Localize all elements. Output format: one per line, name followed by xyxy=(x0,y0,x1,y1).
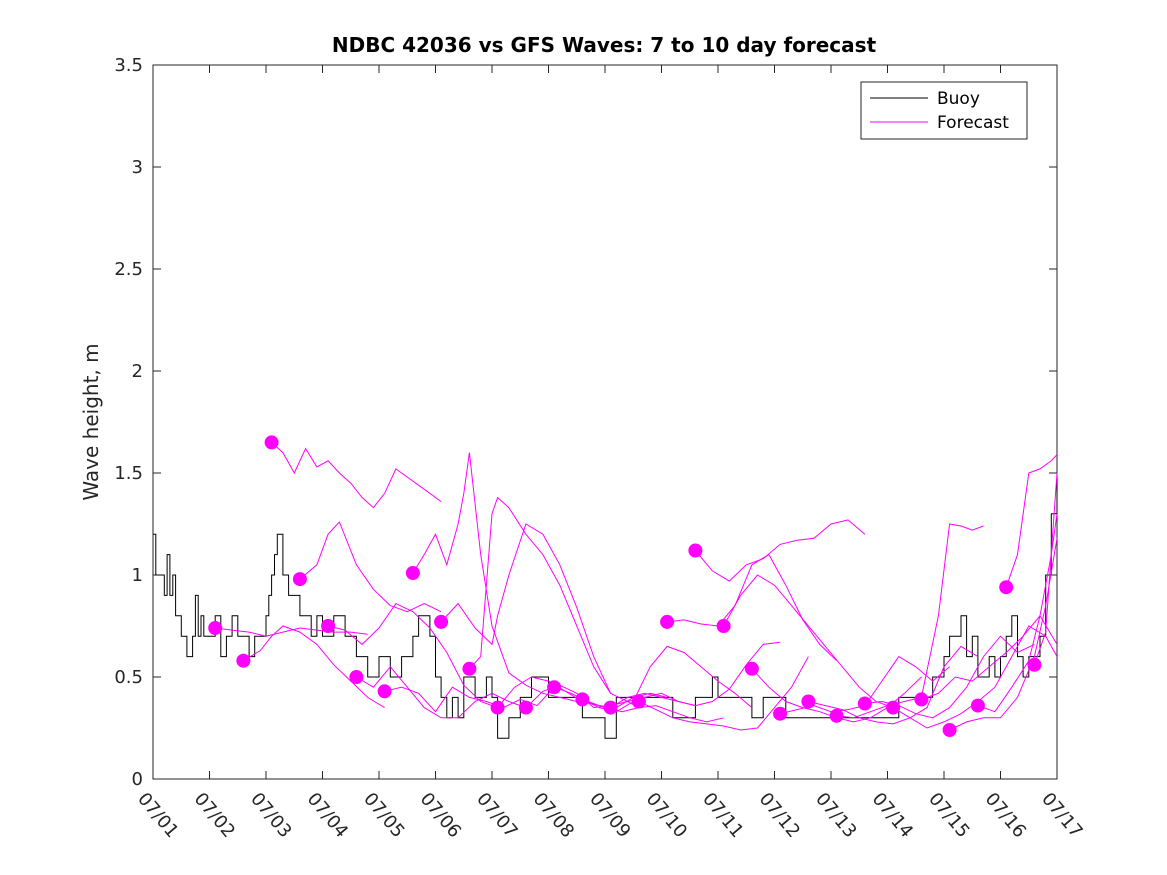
forecast-start-point-22 xyxy=(801,694,816,709)
forecast-line-30 xyxy=(1033,472,1058,665)
forecast-line-27 xyxy=(949,538,1058,731)
chart-title: NDBC 42036 vs GFS Waves: 7 to 10 day for… xyxy=(332,33,877,57)
forecast-start-point-17 xyxy=(660,614,675,629)
forecast-start-point-8 xyxy=(405,566,420,580)
forecast-start-point-12 xyxy=(518,700,533,715)
forecast-start-point-14 xyxy=(575,692,590,707)
forecast-start-point-21 xyxy=(773,706,788,721)
legend-buoy-label: Buoy xyxy=(937,89,980,109)
forecast-line-29 xyxy=(1005,454,1058,588)
forecast-start-point-10 xyxy=(462,661,477,676)
y-tick-label: 0.5 xyxy=(114,667,143,688)
y-tick-label: 2 xyxy=(132,361,143,382)
forecast-start-point-16 xyxy=(631,694,646,709)
forecast-start-point-28 xyxy=(970,698,985,713)
forecast-start-point-24 xyxy=(857,696,872,711)
buoy-line xyxy=(153,473,1058,739)
forecast-start-point-11 xyxy=(490,700,505,715)
forecast-start-point-25 xyxy=(886,700,901,715)
forecast-series xyxy=(208,435,1058,737)
legend-box xyxy=(860,81,1028,140)
forecast-start-point-1 xyxy=(208,621,223,635)
forecast-start-point-5 xyxy=(321,619,336,633)
forecast-start-point-29 xyxy=(999,580,1014,595)
legend: Buoy Forecast xyxy=(860,81,1028,140)
forecast-line-5 xyxy=(327,602,498,709)
forecast-line-19 xyxy=(723,574,894,709)
plot-area xyxy=(152,64,1058,780)
forecast-start-point-19 xyxy=(716,619,731,633)
forecast-start-point-7 xyxy=(377,684,392,699)
forecast-start-point-4 xyxy=(292,572,307,587)
y-tick-label: 0 xyxy=(132,769,143,790)
forecast-start-point-9 xyxy=(434,614,449,629)
forecast-start-point-30 xyxy=(1027,657,1042,672)
buoy-series xyxy=(153,473,1058,739)
y-tick-label: 3 xyxy=(132,157,143,178)
forecast-line-3 xyxy=(271,442,442,509)
y-axis: 0 0.5 1 1.5 2 2.5 3 3.5 xyxy=(114,55,1057,790)
forecast-start-point-3 xyxy=(264,435,279,450)
forecast-start-point-13 xyxy=(547,680,562,695)
legend-forecast-label: Forecast xyxy=(937,113,1009,133)
forecast-line-26 xyxy=(921,614,1058,700)
forecast-start-point-18 xyxy=(688,543,703,558)
forecast-start-point-26 xyxy=(914,692,929,707)
forecast-start-point-15 xyxy=(603,700,618,715)
y-tick-label: 3.5 xyxy=(114,55,143,76)
forecast-line-9 xyxy=(440,523,612,694)
forecast-start-point-27 xyxy=(942,723,957,737)
forecast-line-1 xyxy=(215,627,368,637)
forecast-line-18 xyxy=(695,519,866,582)
y-tick-label: 2.5 xyxy=(114,259,143,280)
forecast-line-17 xyxy=(667,553,837,662)
forecast-line-10 xyxy=(469,496,640,709)
y-tick-label: 1.5 xyxy=(114,463,143,484)
forecast-start-point-23 xyxy=(829,708,844,723)
forecast-line-16 xyxy=(638,656,809,731)
forecast-start-point-20 xyxy=(744,661,759,676)
forecast-line-4 xyxy=(299,521,442,613)
forecast-line-22 xyxy=(808,645,979,725)
y-axis-label: Wave height, m xyxy=(79,343,103,500)
y-tick-label: 1 xyxy=(132,565,143,586)
forecast-line-2 xyxy=(243,625,385,709)
forecast-start-point-2 xyxy=(236,653,251,668)
forecast-start-point-6 xyxy=(349,670,364,684)
forecast-line-6 xyxy=(356,666,527,719)
plot-frame xyxy=(152,64,1058,780)
forecast-line-8 xyxy=(412,452,577,702)
